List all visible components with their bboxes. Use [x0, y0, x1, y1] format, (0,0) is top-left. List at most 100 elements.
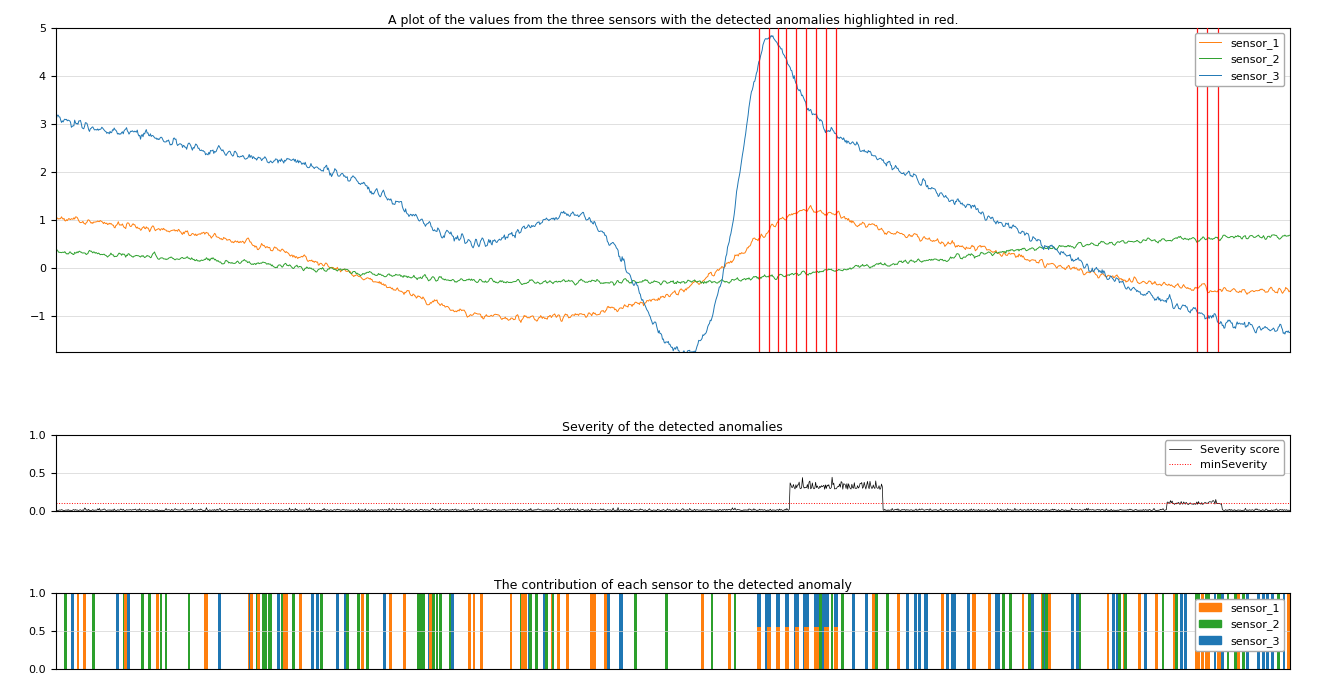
Severity score	[1282, 506, 1298, 514]
Bar	[127, 593, 130, 669]
Bar	[918, 593, 921, 669]
Bar	[361, 593, 364, 669]
Bar	[567, 593, 569, 669]
Bar	[767, 593, 771, 669]
Bar	[819, 593, 821, 669]
Bar	[528, 593, 531, 669]
Bar	[946, 593, 949, 669]
Bar	[803, 593, 805, 669]
Bar	[1137, 593, 1140, 669]
Bar	[159, 593, 162, 669]
Bar	[606, 593, 609, 669]
Bar	[545, 593, 548, 669]
Bar	[1173, 593, 1176, 669]
Bar	[268, 593, 271, 669]
Severity score	[597, 506, 613, 514]
Bar	[794, 593, 796, 669]
Severity score	[194, 505, 210, 514]
Bar	[620, 593, 622, 669]
Bar	[449, 593, 451, 669]
sensor_1	[751, 234, 767, 243]
Bar	[93, 593, 96, 669]
Bar	[989, 593, 991, 669]
Bar	[995, 593, 998, 669]
Bar	[1242, 593, 1245, 669]
Bar	[924, 593, 926, 669]
Bar	[784, 593, 790, 669]
Bar	[1048, 593, 1051, 669]
Bar	[435, 593, 438, 669]
sensor_3	[572, 212, 588, 220]
Bar	[1119, 593, 1121, 669]
Bar	[1028, 593, 1031, 669]
Bar	[357, 593, 360, 669]
Line: sensor_1: sensor_1	[56, 205, 1290, 322]
Bar	[1044, 593, 1047, 669]
Bar	[283, 593, 285, 669]
Bar	[218, 593, 220, 669]
Bar	[320, 593, 322, 669]
Bar	[1144, 593, 1147, 669]
Bar	[1112, 593, 1115, 669]
sensor_2	[194, 256, 210, 264]
Bar	[336, 593, 338, 669]
Bar	[1205, 620, 1210, 669]
Bar	[852, 593, 855, 669]
Bar	[529, 593, 532, 669]
Bar	[1196, 620, 1200, 669]
Bar	[248, 593, 251, 669]
sensor_1	[194, 229, 210, 237]
Bar	[775, 627, 780, 669]
Bar	[256, 593, 259, 669]
Bar	[1246, 593, 1249, 669]
sensor_1	[572, 310, 588, 318]
sensor_1	[48, 213, 64, 222]
Bar	[1161, 593, 1164, 669]
Bar	[756, 593, 760, 669]
Bar	[804, 593, 808, 669]
Legend: sensor_1, sensor_2, sensor_3: sensor_1, sensor_2, sensor_3	[1194, 33, 1285, 86]
Bar	[312, 593, 314, 669]
sensor_3	[48, 115, 64, 123]
sensor_2	[572, 276, 588, 284]
Bar	[285, 593, 288, 669]
sensor_1	[803, 201, 819, 209]
Bar	[277, 593, 280, 669]
Bar	[604, 593, 606, 669]
sensor_1	[620, 303, 636, 311]
Bar	[1214, 593, 1217, 669]
Bar	[914, 593, 917, 669]
Bar	[1116, 593, 1119, 669]
Bar	[784, 593, 787, 669]
Bar	[344, 593, 346, 669]
Bar	[876, 593, 878, 669]
sensor_1	[597, 306, 613, 315]
Bar	[1217, 620, 1221, 669]
Severity score	[620, 506, 636, 514]
Bar	[835, 593, 839, 669]
Title: A plot of the values from the three sensors with the detected anomalies highligh: A plot of the values from the three sens…	[387, 14, 958, 26]
Bar	[1154, 593, 1158, 669]
Bar	[1002, 593, 1005, 669]
Bar	[835, 593, 837, 669]
Bar	[775, 593, 780, 669]
Bar	[886, 593, 889, 669]
sensor_3	[620, 269, 636, 277]
Bar	[831, 593, 833, 669]
Bar	[767, 627, 771, 669]
Bar	[433, 593, 435, 669]
Bar	[1234, 593, 1237, 669]
Bar	[1283, 593, 1286, 669]
Severity score	[143, 506, 159, 514]
Bar	[1042, 593, 1046, 669]
sensor_3	[673, 351, 689, 360]
Line: Severity score: Severity score	[56, 477, 1290, 511]
Bar	[824, 593, 828, 669]
Bar	[795, 627, 799, 669]
Bar	[1123, 593, 1125, 669]
Severity score	[572, 506, 588, 514]
Bar	[384, 593, 386, 669]
Bar	[418, 593, 421, 669]
Bar	[897, 593, 900, 669]
Bar	[951, 593, 954, 669]
